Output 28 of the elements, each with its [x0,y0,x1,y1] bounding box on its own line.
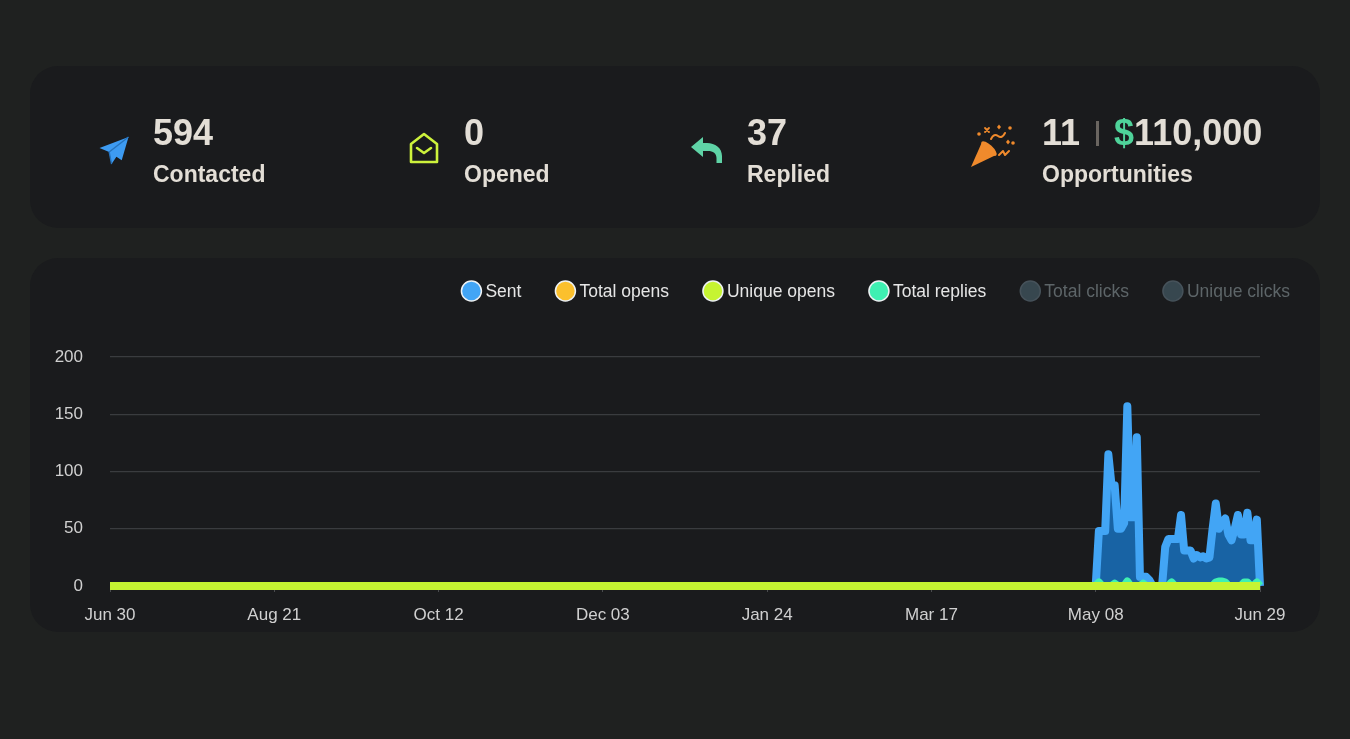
legend-label: Total clicks [1044,280,1130,301]
x-tick-label: Jun 30 [84,604,136,624]
data-label: 37 [747,112,788,153]
y-tick-label: 150 [54,403,83,423]
legend-label: Total opens [579,280,670,301]
data-label: 11 [1042,112,1081,153]
x-tick-label: Aug 21 [247,604,302,624]
legend-label: Total replies [892,280,987,301]
x-tick-label: Oct 12 [413,604,464,624]
y-tick-label: 100 [54,461,83,481]
category-label: Opportunities [1042,161,1193,187]
legend-label: Unique clicks [1186,280,1291,301]
x-tick-label: Jun 29 [1234,604,1286,624]
legend-label: Unique opens [726,280,836,301]
y-tick-label: 200 [54,346,83,366]
text: $110,000 [1114,112,1263,153]
data-label: 0 [464,112,485,153]
x-tick-label: Dec 03 [575,604,630,624]
category-label: Contacted [153,161,266,187]
x-tick-label: Jan 24 [741,604,793,624]
category-label: Opened [464,161,550,187]
data-label: 594 [153,112,214,153]
legend-label: Sent [485,280,522,301]
y-tick-label: 50 [64,518,83,538]
category-label: Replied [747,161,831,187]
x-tick-label: Mar 17 [904,604,958,624]
x-tick-label: May 08 [1067,604,1124,624]
y-tick-label: 0 [73,575,83,595]
